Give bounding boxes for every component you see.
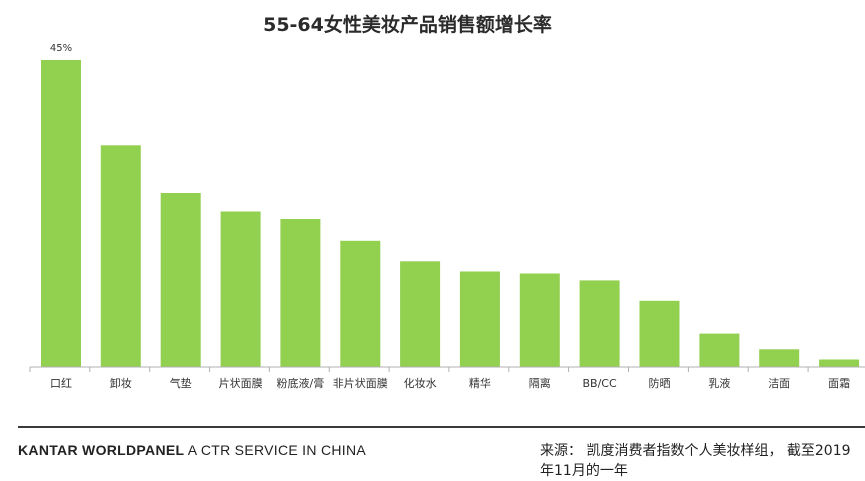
category-label: 片状面膜 <box>219 376 263 390</box>
bar-11 <box>639 300 680 367</box>
bar-9 <box>519 273 560 367</box>
footer-divider <box>18 426 865 428</box>
category-label: 粉底液/膏 <box>277 376 325 390</box>
bars-layer <box>41 60 860 367</box>
category-label: 卸妆 <box>110 376 132 390</box>
bar-4 <box>220 211 261 367</box>
category-label: 气垫 <box>170 376 192 390</box>
source-note: 来源： 凯度消费者指数个人美妆样组， 截至2019年11月的一年 <box>540 443 851 479</box>
brand-name: KANTAR WORLDPANEL <box>18 442 185 458</box>
bar-10 <box>579 280 620 367</box>
bar-6 <box>340 240 381 367</box>
category-label: 防晒 <box>649 376 671 390</box>
category-label: BB/CC <box>583 377 617 390</box>
brand-logo: KANTAR WORLDPANEL A CTR SERVICE IN CHINA <box>18 442 366 458</box>
category-label: 面霜 <box>828 377 850 390</box>
category-label: 乳液 <box>708 376 730 390</box>
category-label: 精华 <box>469 376 491 390</box>
data-label: 45% <box>50 43 72 54</box>
bar-13 <box>759 349 800 367</box>
bar-7 <box>400 261 441 367</box>
bar-14 <box>819 359 860 367</box>
category-label: 隔离 <box>529 376 551 390</box>
category-label: 化妆水 <box>404 376 437 390</box>
category-label: 非片状面膜 <box>333 376 388 390</box>
bar-8 <box>459 271 500 367</box>
x-axis-ticks <box>29 367 809 372</box>
category-label: 口红 <box>50 377 72 390</box>
bar-12 <box>699 333 740 367</box>
data-labels: 45% <box>50 43 72 54</box>
bar-chart: 口红 卸妆 气垫 片状面膜 粉底液/膏 非片状面膜 化妆水 精华 隔离 BB/CC 防晒 乳液 洁面 面霜… <box>29 43 865 390</box>
category-label: 洁面 <box>768 377 790 390</box>
bar-3 <box>160 193 201 367</box>
bar-5 <box>280 219 321 367</box>
brand-tagline: A CTR SERVICE IN CHINA <box>187 442 367 458</box>
bar-1 <box>41 60 81 367</box>
bar-2 <box>100 145 141 367</box>
chart-title: 55-64女性美妆产品销售额增长率 <box>263 14 552 36</box>
category-labels: 口红 卸妆 气垫 片状面膜 粉底液/膏 非片状面膜 化妆水 精华 隔离 BB/CC 防晒 乳液 洁面 面霜 <box>50 376 850 390</box>
